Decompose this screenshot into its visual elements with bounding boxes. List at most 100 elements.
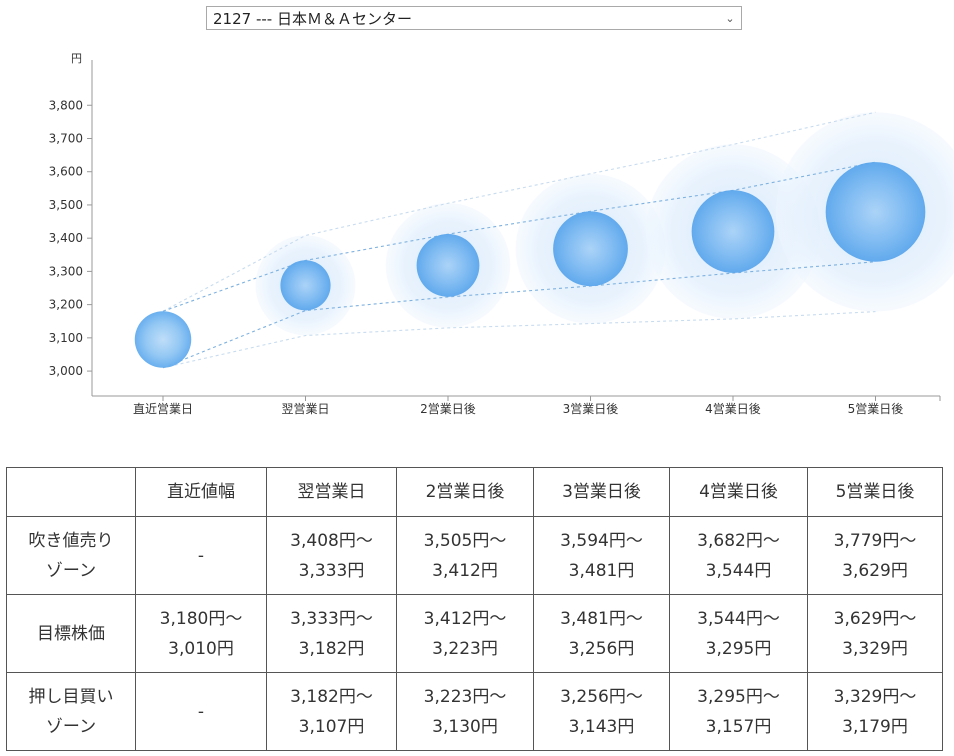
x-tick-label: 5営業日後 (848, 402, 904, 416)
table-cell: 3,223円～ 3,130円 (396, 672, 534, 751)
cell-line: 3,412円 (432, 560, 498, 581)
row-label: 目標株価 (6, 594, 136, 673)
table-header-row: 直近値幅 翌営業日 2営業日後 3営業日後 4営業日後 5営業日後 (6, 467, 943, 517)
row-label-line: 押し目買い (28, 686, 114, 707)
cell-line: - (197, 545, 205, 566)
y-tick-label: 3,700 (49, 131, 83, 145)
target-zone-core (691, 190, 775, 273)
table-cell: - (135, 516, 267, 595)
y-tick-label: 3,600 (49, 165, 83, 179)
target-zone-core (553, 211, 628, 287)
y-tick-label: 3,500 (49, 198, 83, 212)
cell-line: 3,180円～ (159, 608, 243, 629)
table-cell: 3,594円～ 3,481円 (533, 516, 670, 595)
table-row: 押し目買いゾーン - 3,182円～ 3,107円 3,223円～ 3,130円 3… (6, 672, 943, 751)
target-lower-line (162, 261, 876, 369)
table-cell: 3,505円～ 3,412円 (396, 516, 534, 595)
cell-line: 3,179円 (842, 716, 908, 737)
cell-line: 3,505円～ (423, 530, 507, 551)
table-row: 目標株価 3,180円～ 3,010円 3,333円～ 3,182円 3,412円～… (6, 594, 943, 673)
y-tick-label: 3,100 (49, 331, 83, 345)
cell-line: 3,329円 (842, 638, 908, 659)
y-tick-label: 3,400 (49, 231, 83, 245)
cell-line: 3,157円 (705, 716, 772, 737)
table-cell: 3,544円～ 3,295円 (669, 594, 808, 673)
cell-line: 3,779円～ (833, 530, 917, 551)
cell-line: 3,682円～ (697, 530, 780, 551)
cell-line: 3,629円～ (833, 608, 917, 629)
row-label-line: ゾーン (45, 560, 97, 581)
table-header-cell: 3営業日後 (533, 467, 670, 517)
table-header-cell: 5営業日後 (807, 467, 943, 517)
cell-line: 3,010円 (168, 638, 234, 659)
table-cell: 3,295円～ 3,157円 (669, 672, 808, 751)
cell-line: 3,182円 (298, 638, 365, 659)
target-upper-line (162, 161, 876, 312)
cell-line: 3,544円 (705, 560, 772, 581)
cell-line: 3,481円～ (560, 608, 643, 629)
row-label-line: ゾーン (45, 716, 97, 737)
table-cell: 3,412円～ 3,223円 (396, 594, 534, 673)
x-tick-label: 直近営業日 (133, 402, 193, 416)
cell-line: 3,223円～ (423, 686, 507, 707)
x-tick-label: 翌営業日 (281, 402, 329, 416)
cell-line: - (197, 701, 205, 722)
cell-line: 3,333円～ (290, 608, 373, 629)
table-header-cell: 直近値幅 (135, 467, 267, 517)
table-header-cell: 翌営業日 (266, 467, 397, 517)
y-tick-label: 3,300 (49, 264, 83, 278)
table-cell: 3,481円～ 3,256円 (533, 594, 670, 673)
table-header-cell: 2営業日後 (396, 467, 534, 517)
target-zone-core (280, 260, 331, 311)
y-tick-label: 3,200 (49, 298, 83, 312)
cell-line: 3,544円～ (697, 608, 780, 629)
forecast-table: 直近値幅 翌営業日 2営業日後 3営業日後 4営業日後 5営業日後 吹き値売りゾ… (6, 467, 943, 751)
cell-line: 3,329円～ (833, 686, 917, 707)
table-cell: 3,333円～ 3,182円 (266, 594, 397, 673)
row-label-line: 吹き値売り (28, 530, 114, 551)
stock-selector-value: 2127 --- 日本Ｍ＆Ａセンター (213, 9, 412, 28)
x-tick-label: 2営業日後 (420, 402, 476, 416)
table-cell: 3,408円～ 3,333円 (266, 516, 397, 595)
y-tick-label: 3,800 (49, 98, 83, 112)
table-cell: 3,682円～ 3,544円 (669, 516, 808, 595)
cell-line: 3,223円 (432, 638, 498, 659)
row-label: 押し目買い ゾーン (6, 672, 136, 751)
y-tick-label: 3,000 (49, 364, 83, 378)
x-tick-label: 4営業日後 (705, 402, 761, 416)
cell-line: 3,594円～ (560, 530, 643, 551)
cell-line: 3,107円 (298, 716, 365, 737)
cell-line: 3,408円～ (290, 530, 373, 551)
table-row: 吹き値売りゾーン - 3,408円～ 3,333円 3,505円～ 3,412円 3… (6, 516, 943, 595)
price-forecast-chart: 円 3,000 3,100 3,200 3,300 3,400 3,500 3,600 3,7… (49, 52, 954, 416)
cell-line: 3,130円 (432, 716, 498, 737)
table-cell: 3,180円～ 3,010円 (135, 594, 267, 673)
cell-line: 3,412円～ (423, 608, 507, 629)
target-zone-core (134, 311, 192, 368)
table-cell: - (135, 672, 267, 751)
table-cell: 3,329円～ 3,179円 (807, 672, 943, 751)
cell-line: 3,256円 (568, 638, 635, 659)
cell-line: 3,333円 (298, 560, 365, 581)
table-header-cell: 4営業日後 (669, 467, 808, 517)
cell-line: 3,182円～ (290, 686, 373, 707)
table-cell: 3,182円～ 3,107円 (266, 672, 397, 751)
table-cell: 3,779円～ 3,629円 (807, 516, 943, 595)
outer-lower-line (162, 311, 876, 369)
stock-selector[interactable]: 2127 --- 日本Ｍ＆Ａセンター ⌄ (206, 6, 742, 30)
table-cell: 3,256円～ 3,143円 (533, 672, 670, 751)
cell-line: 3,481円 (568, 560, 635, 581)
row-label-line: 目標株価 (37, 623, 105, 644)
cell-line: 3,629円 (842, 560, 908, 581)
target-zone-core (416, 234, 480, 297)
table-header-cell (6, 467, 136, 517)
cell-line: 3,143円 (568, 716, 635, 737)
row-label: 吹き値売り ゾーン (6, 516, 136, 595)
y-axis-unit: 円 (71, 52, 82, 65)
cell-line: 3,256円～ (560, 686, 643, 707)
table-cell: 3,629円～ 3,329円 (807, 594, 943, 673)
target-zone-core (825, 162, 926, 262)
chevron-down-icon: ⌄ (725, 11, 735, 25)
cell-line: 3,295円～ (697, 686, 780, 707)
cell-line: 3,295円 (705, 638, 772, 659)
